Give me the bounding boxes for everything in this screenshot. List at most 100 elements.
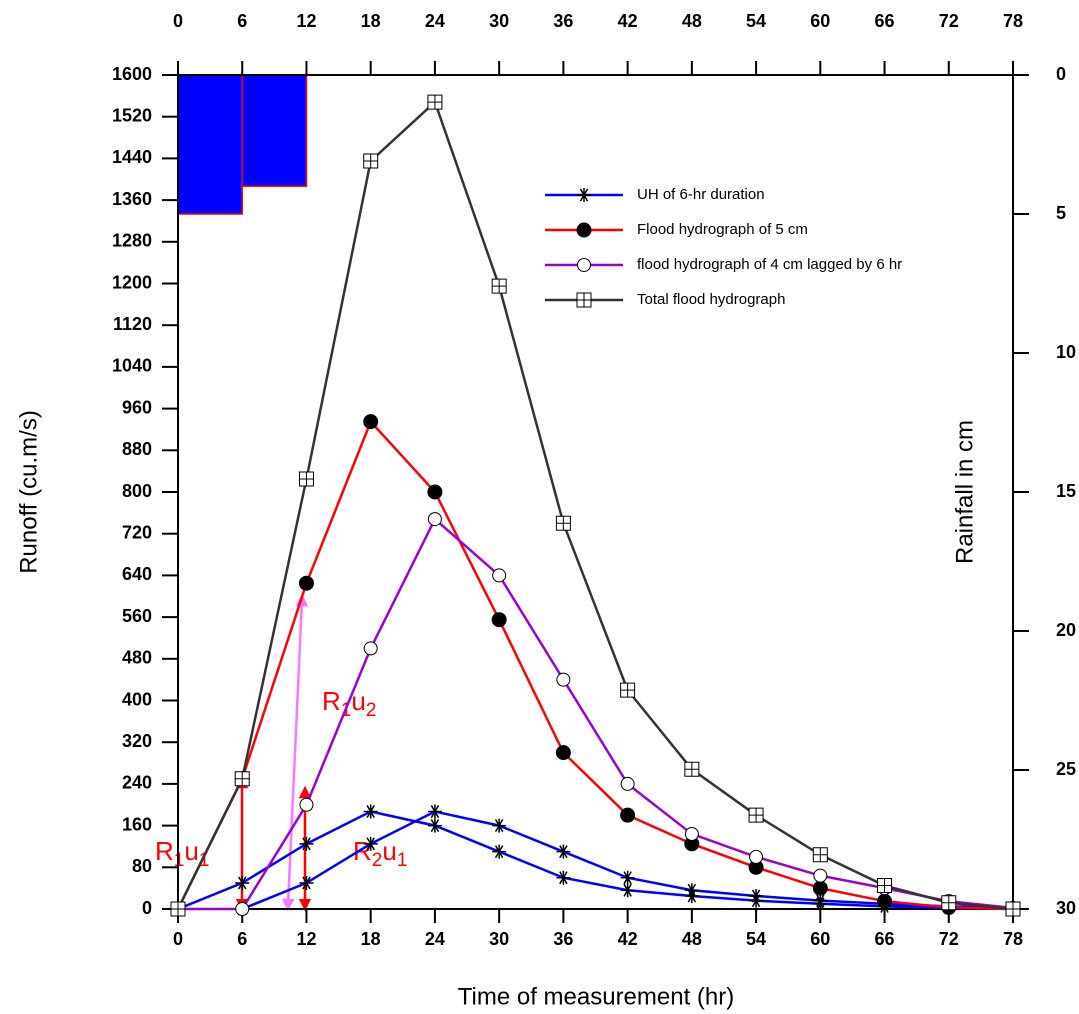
y-tick-label: 1520 <box>112 105 152 125</box>
y-tick-label: 1040 <box>112 356 152 376</box>
y2-tick-label: 15 <box>1056 481 1076 501</box>
y-tick-label: 480 <box>122 648 152 668</box>
x-tick-label: 36 <box>553 929 573 949</box>
y-tick-label: 1600 <box>112 64 152 84</box>
marker <box>299 836 314 851</box>
marker <box>234 771 250 787</box>
x-tick-label: 24 <box>425 929 445 949</box>
marker <box>749 849 764 864</box>
x-tick-label-top: 36 <box>553 11 573 31</box>
y2-tick-label: 5 <box>1056 203 1066 223</box>
marker <box>235 875 250 890</box>
y-tick-label: 320 <box>122 731 152 751</box>
y-tick-label: 1280 <box>112 231 152 251</box>
marker <box>427 94 443 110</box>
marker <box>620 682 636 698</box>
rain-bar <box>177 74 243 215</box>
y-tick-label: 0 <box>142 898 152 918</box>
y-tick-label: 80 <box>132 856 152 876</box>
y2-tick-label: 30 <box>1056 898 1076 918</box>
y-tick-label: 1440 <box>112 147 152 167</box>
marker <box>363 641 378 656</box>
series-line <box>176 419 1014 911</box>
x-tick-label: 78 <box>1003 929 1023 949</box>
x-tick-label: 66 <box>875 929 895 949</box>
marker <box>363 836 378 851</box>
legend-marker <box>576 292 592 308</box>
legend-marker <box>576 222 592 238</box>
x-tick-label-top: 48 <box>682 11 702 31</box>
marker <box>492 818 507 833</box>
x-tick-label: 18 <box>361 929 381 949</box>
marker <box>813 893 828 908</box>
series-line <box>176 99 1014 911</box>
marker <box>235 902 250 916</box>
marker <box>748 807 764 823</box>
marker <box>620 870 635 885</box>
x-tick-label-top: 42 <box>618 11 638 31</box>
x-tick-label: 72 <box>939 929 959 949</box>
marker <box>877 878 893 894</box>
marker <box>491 612 507 628</box>
y-tick-label: 1360 <box>112 189 152 209</box>
marker <box>427 804 442 819</box>
marker <box>812 880 828 896</box>
marker <box>491 278 507 294</box>
x-tick-label-top: 60 <box>810 11 830 31</box>
marker <box>1005 901 1021 917</box>
marker <box>427 484 443 500</box>
y2-tick-label: 10 <box>1056 342 1076 362</box>
y2-axis-label: Rainfall in cm <box>951 420 978 564</box>
marker <box>555 745 571 761</box>
x-tick-label: 60 <box>810 929 830 949</box>
marker <box>684 826 699 841</box>
y-tick-label: 160 <box>122 814 152 834</box>
x-tick-label: 42 <box>618 929 638 949</box>
y-tick-label: 1200 <box>112 272 152 292</box>
annotation: R1u1 <box>155 836 209 871</box>
x-tick-label: 48 <box>682 929 702 949</box>
annotation: R2u1 <box>353 836 407 871</box>
marker <box>620 883 635 898</box>
y-axis-label: Runoff (cu.m/s) <box>15 410 42 574</box>
x-tick-label: 12 <box>296 929 316 949</box>
marker <box>363 153 379 169</box>
x-tick-label-top: 6 <box>237 11 247 31</box>
y-tick-label: 720 <box>122 522 152 542</box>
y-tick-label: 400 <box>122 689 152 709</box>
marker <box>812 847 828 863</box>
x-tick-label-top: 0 <box>173 11 183 31</box>
x-tick-label: 30 <box>489 929 509 949</box>
marker <box>555 515 571 531</box>
marker <box>684 883 699 898</box>
marker <box>298 471 314 487</box>
marker <box>556 870 571 885</box>
marker <box>492 844 507 859</box>
x-tick-label-top: 66 <box>875 11 895 31</box>
y-tick-label: 560 <box>122 606 152 626</box>
x-tick-label-top: 54 <box>746 11 766 31</box>
marker <box>877 893 893 909</box>
series-line <box>178 517 1014 911</box>
y-tick-label: 880 <box>122 439 152 459</box>
marker <box>170 901 186 917</box>
marker <box>299 875 314 890</box>
legend-label: flood hydrograph of 4 cm lagged by 6 hr <box>637 256 902 273</box>
x-tick-label-top: 30 <box>489 11 509 31</box>
marker <box>427 512 442 527</box>
y-tick-label: 240 <box>122 773 152 793</box>
y-tick-label: 640 <box>122 564 152 584</box>
y-tick-label: 800 <box>122 481 152 501</box>
x-tick-label-top: 78 <box>1003 11 1023 31</box>
marker <box>363 804 378 819</box>
marker <box>298 575 314 591</box>
legend-label: Flood hydrograph of 5 cm <box>637 221 808 238</box>
marker <box>749 888 764 903</box>
x-tick-label-top: 12 <box>296 11 316 31</box>
marker <box>620 807 636 823</box>
marker <box>363 414 379 430</box>
marker <box>427 818 442 833</box>
legend-marker <box>577 258 591 272</box>
arrow <box>282 593 308 912</box>
